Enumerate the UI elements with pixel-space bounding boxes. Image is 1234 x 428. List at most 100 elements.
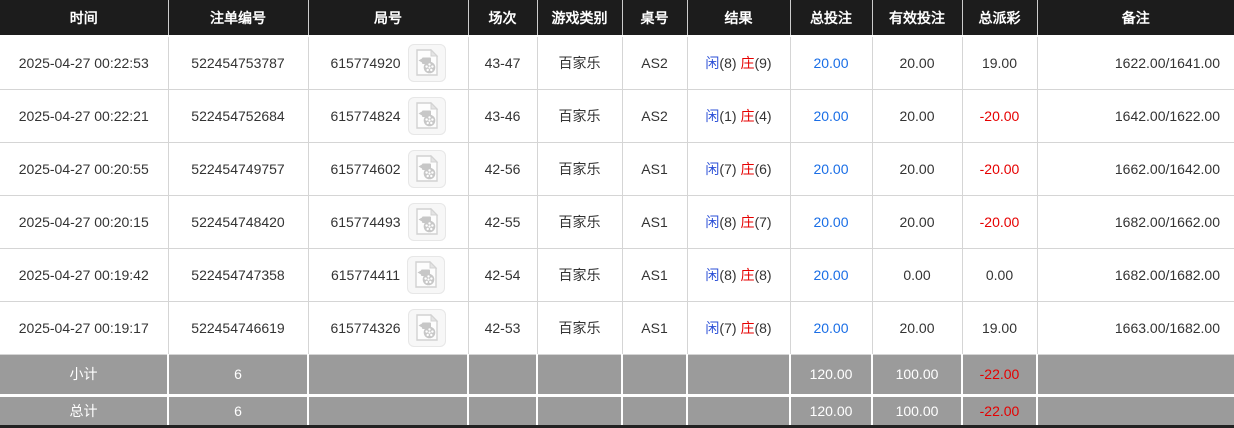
result-cell: 闲(7) 庄(6) — [687, 142, 791, 196]
time-cell: 2025-04-27 00:22:53 — [0, 36, 169, 90]
video-replay-button[interactable] — [407, 202, 446, 241]
payout-cell: -20.00 — [962, 195, 1038, 249]
video-file-icon — [415, 49, 438, 76]
col-header-round-id: 局号 — [308, 0, 469, 37]
total-bet-link[interactable]: 20.00 — [813, 213, 849, 230]
video-file-icon — [415, 208, 438, 235]
table-no-cell: AS1 — [622, 195, 688, 249]
banker-label: 庄 — [740, 160, 755, 177]
player-score: (1) — [719, 107, 737, 124]
note-cell: 1682.00/1662.00 — [1037, 195, 1234, 249]
table-row: 2025-04-27 00:19:42 522454747358 6157744… — [0, 248, 1234, 302]
video-replay-button[interactable] — [407, 43, 446, 82]
col-header-table-no: 桌号 — [622, 0, 688, 37]
total-bet-cell[interactable]: 20.00 — [790, 195, 873, 249]
round-number: 615774493 — [330, 213, 401, 230]
video-replay-button[interactable] — [407, 96, 446, 135]
payout-cell: 0.00 — [962, 248, 1038, 302]
banker-label: 庄 — [740, 319, 755, 336]
subtotal-row: 小计 6 120.00 100.00 -22.00 — [0, 354, 1234, 397]
banker-score: (6) — [754, 160, 772, 177]
total-bet-cell[interactable]: 20.00 — [790, 301, 873, 355]
video-file-icon — [415, 155, 438, 182]
session-cell: 42-56 — [468, 142, 538, 196]
time-cell: 2025-04-27 00:22:21 — [0, 89, 169, 143]
game-type-cell: 百家乐 — [537, 89, 623, 143]
result-cell: 闲(7) 庄(8) — [687, 301, 791, 355]
total-row: 总计 6 120.00 100.00 -22.00 — [0, 395, 1234, 425]
banker-label: 庄 — [740, 107, 755, 124]
note-cell: 1663.00/1682.00 — [1037, 301, 1234, 355]
table-row: 2025-04-27 00:20:15 522454748420 6157744… — [0, 195, 1234, 249]
session-cell: 43-46 — [468, 89, 538, 143]
total-bet-link[interactable]: 20.00 — [813, 160, 849, 177]
bet-id-cell: 522454747358 — [168, 248, 309, 302]
col-header-result: 结果 — [687, 0, 791, 37]
video-replay-button[interactable] — [407, 149, 446, 188]
round-cell: 615774920 — [308, 36, 469, 90]
player-score: (8) — [719, 213, 737, 230]
game-type-cell: 百家乐 — [537, 195, 623, 249]
banker-score: (8) — [754, 266, 772, 283]
table-no-cell: AS1 — [622, 301, 688, 355]
next-section-header-edge — [0, 425, 1234, 428]
session-cell: 43-47 — [468, 36, 538, 90]
table-no-cell: AS1 — [622, 142, 688, 196]
bet-id-cell: 522454749757 — [168, 142, 309, 196]
round-number: 615774411 — [330, 266, 401, 283]
payout-cell: 19.00 — [962, 36, 1038, 90]
player-score: (7) — [719, 160, 737, 177]
session-cell: 42-53 — [468, 301, 538, 355]
table-no-cell: AS2 — [622, 36, 688, 90]
player-score: (7) — [719, 319, 737, 336]
total-bet-cell[interactable]: 20.00 — [790, 36, 873, 90]
total-bet-cell[interactable]: 20.00 — [790, 142, 873, 196]
table-row: 2025-04-27 00:20:55 522454749757 6157746… — [0, 142, 1234, 196]
video-file-icon — [415, 102, 438, 129]
banker-label: 庄 — [740, 266, 755, 283]
total-bet-cell[interactable]: 20.00 — [790, 89, 873, 143]
player-score: (8) — [719, 266, 737, 283]
total-bet-link[interactable]: 20.00 — [813, 319, 849, 336]
banker-score: (7) — [754, 213, 772, 230]
total-bet-cell[interactable]: 20.00 — [790, 248, 873, 302]
total-bet-link[interactable]: 20.00 — [813, 266, 849, 283]
round-cell: 615774824 — [308, 89, 469, 143]
result-cell: 闲(8) 庄(9) — [687, 36, 791, 90]
table-no-cell: AS1 — [622, 248, 688, 302]
game-type-cell: 百家乐 — [537, 142, 623, 196]
payout-cell: -20.00 — [962, 89, 1038, 143]
subtotal-payout: -22.00 — [962, 354, 1038, 397]
round-cell: 615774493 — [308, 195, 469, 249]
game-type-cell: 百家乐 — [537, 248, 623, 302]
valid-bet-cell: 0.00 — [872, 248, 963, 302]
col-header-note: 备注 — [1037, 0, 1234, 37]
total-total-bet: 120.00 — [790, 395, 873, 425]
bet-id-cell: 522454746619 — [168, 301, 309, 355]
player-score: (8) — [719, 54, 737, 71]
time-cell: 2025-04-27 00:20:15 — [0, 195, 169, 249]
round-cell: 615774411 — [308, 248, 469, 302]
session-cell: 42-55 — [468, 195, 538, 249]
round-number: 615774602 — [330, 160, 401, 177]
table-row: 2025-04-27 00:22:21 522454752684 6157748… — [0, 89, 1234, 143]
player-label: 闲 — [705, 54, 720, 71]
bet-id-cell: 522454752684 — [168, 89, 309, 143]
banker-label: 庄 — [740, 54, 755, 71]
player-label: 闲 — [705, 213, 720, 230]
total-bet-link[interactable]: 20.00 — [813, 107, 849, 124]
total-count: 6 — [168, 395, 309, 425]
total-bet-link[interactable]: 20.00 — [813, 54, 849, 71]
video-replay-button[interactable] — [407, 308, 446, 347]
round-cell: 615774326 — [308, 301, 469, 355]
valid-bet-cell: 20.00 — [872, 89, 963, 143]
payout-cell: 19.00 — [962, 301, 1038, 355]
note-cell: 1642.00/1622.00 — [1037, 89, 1234, 143]
col-header-valid-bet: 有效投注 — [872, 0, 963, 37]
banker-score: (8) — [754, 319, 772, 336]
subtotal-label: 小计 — [0, 354, 169, 397]
subtotal-count: 6 — [168, 354, 309, 397]
result-cell: 闲(1) 庄(4) — [687, 89, 791, 143]
video-replay-button[interactable] — [407, 255, 446, 294]
